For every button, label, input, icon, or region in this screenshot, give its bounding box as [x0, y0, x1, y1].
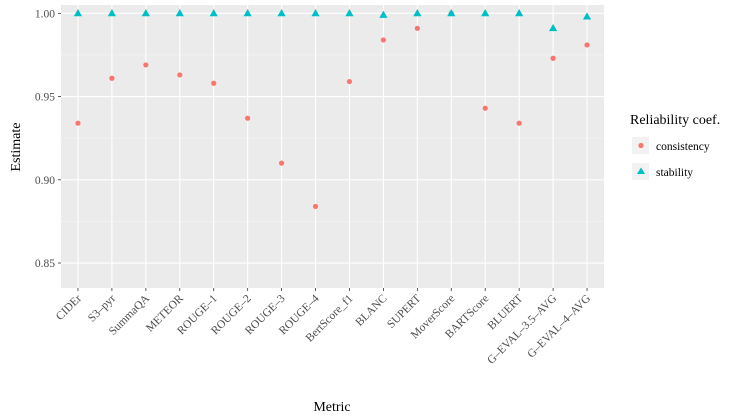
- point-consistency: [584, 42, 590, 48]
- point-stability: [243, 9, 252, 17]
- legend-title: Reliability coef.: [630, 113, 720, 128]
- point-consistency: [516, 120, 522, 126]
- y-tick-label: 0.90: [35, 175, 55, 187]
- y-tick-label: 0.95: [35, 92, 55, 104]
- point-consistency: [414, 25, 420, 31]
- legend-key-consistency: [638, 142, 644, 149]
- y-tick-label: 1.00: [35, 8, 55, 20]
- x-axis-title: Metric: [313, 400, 350, 415]
- x-tick-label: CIDEr: [54, 293, 84, 323]
- point-consistency: [245, 115, 251, 121]
- point-consistency: [550, 55, 556, 61]
- point-stability: [548, 23, 558, 32]
- legend-key-stability: [637, 167, 645, 174]
- point-consistency: [211, 80, 217, 86]
- point-consistency: [109, 75, 115, 81]
- point-consistency: [380, 37, 387, 43]
- point-consistency: [278, 160, 285, 166]
- legend-label-consistency: consistency: [656, 141, 710, 153]
- point-stability: [209, 9, 218, 17]
- x-tick-label: BLANC: [353, 292, 389, 328]
- point-stability: [481, 9, 490, 17]
- point-stability: [277, 9, 286, 17]
- x-tick-label: S3–pyr: [86, 293, 118, 325]
- point-consistency: [346, 78, 353, 85]
- legend: Reliability coef. consistency stability: [630, 113, 720, 180]
- x-axis: CIDEr S3–pyrSummaQAMETEORROUGE–1ROUGE–2RO…: [54, 288, 593, 367]
- data-points: [73, 9, 592, 210]
- point-stability: [582, 12, 592, 20]
- y-axis: 0.85 0.90 0.95 1.00: [35, 8, 61, 270]
- point-stability: [311, 9, 320, 17]
- point-consistency: [482, 105, 488, 111]
- point-consistency: [312, 203, 319, 210]
- plot-panel: [61, 5, 604, 288]
- grid-major: [61, 5, 604, 288]
- y-axis-title: Estimate: [9, 123, 24, 172]
- point-stability: [175, 9, 184, 17]
- point-stability: [73, 9, 83, 17]
- point-consistency: [143, 62, 149, 68]
- point-stability: [413, 9, 422, 17]
- point-consistency: [177, 72, 183, 78]
- point-stability: [141, 9, 150, 17]
- grid-minor: [61, 54, 604, 222]
- x-tick-label: G–EVAL–4–AVG: [525, 293, 593, 361]
- point-stability: [515, 9, 524, 17]
- y-tick-label: 0.85: [35, 258, 55, 270]
- point-stability: [447, 9, 456, 17]
- point-stability: [379, 10, 388, 18]
- point-stability: [345, 9, 354, 17]
- legend-label-stability: stability: [656, 167, 693, 179]
- point-stability: [107, 9, 117, 17]
- point-consistency: [75, 120, 81, 126]
